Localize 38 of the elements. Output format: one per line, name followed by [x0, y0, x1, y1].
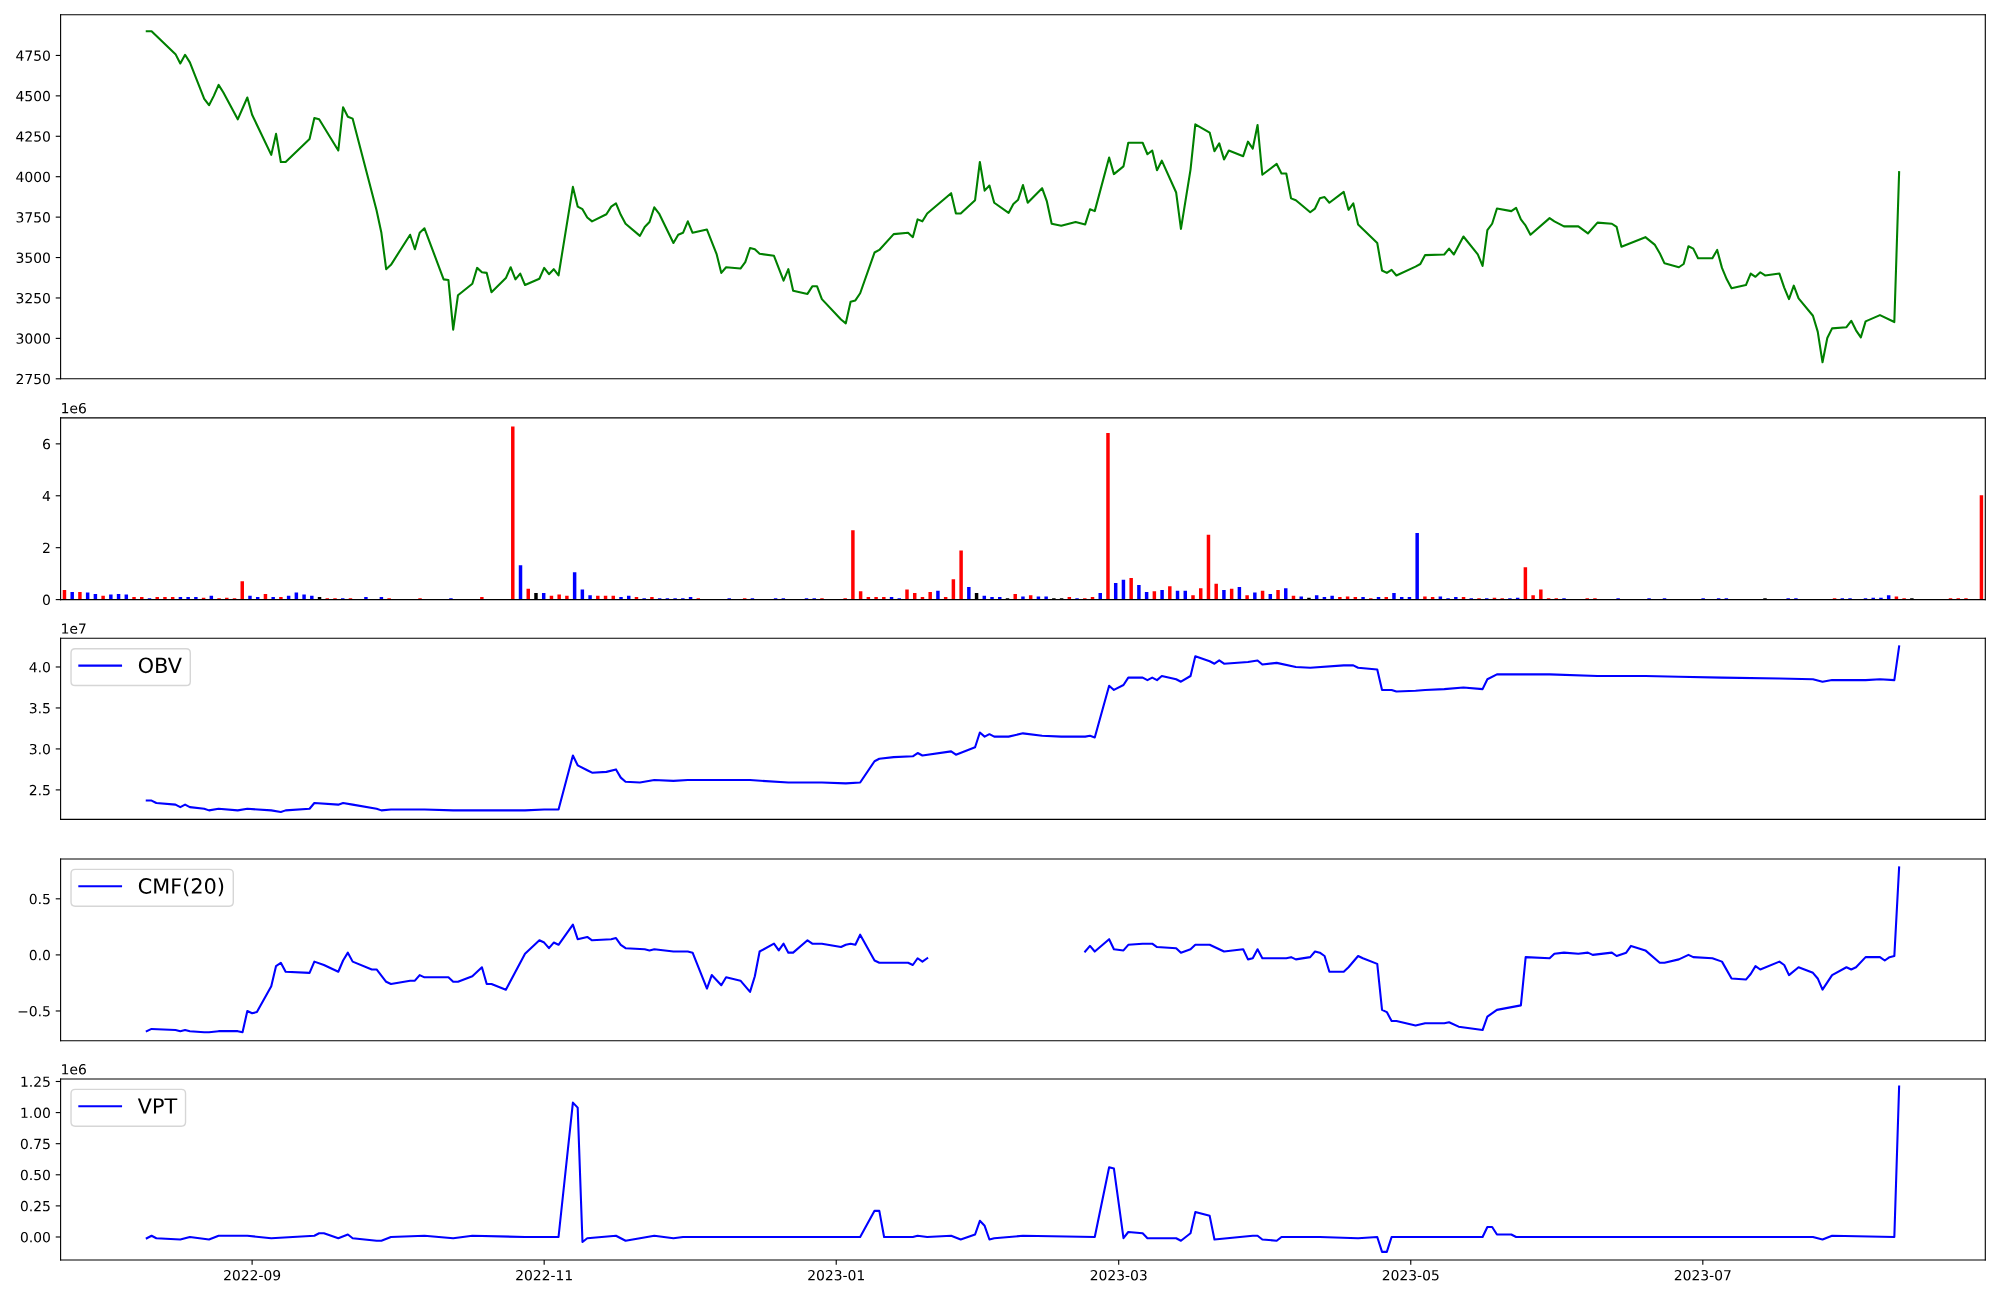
y-tick-label: 0.0 — [29, 949, 50, 961]
y-tick-label: 0.00 — [20, 1231, 50, 1243]
y-tick-label: 4500 — [16, 90, 50, 102]
y-tick-label: 2.5 — [29, 784, 50, 796]
x-tick-label: 2023-07 — [1674, 1269, 1731, 1281]
y-tick-label: 3500 — [16, 252, 50, 264]
y-tick-label: 3750 — [16, 212, 50, 223]
legend-label: OBV — [138, 657, 182, 674]
x-tick-label: 2023-01 — [808, 1269, 864, 1281]
y-tick-label: 0.5 — [29, 893, 50, 905]
x-tick-label: 2023-03 — [1090, 1269, 1147, 1281]
y-tick-label: 4250 — [16, 131, 50, 142]
y-tick-label: 3.0 — [29, 743, 50, 755]
y-tick-label: −0.5 — [18, 1005, 50, 1017]
y-tick-label: 3250 — [16, 292, 50, 304]
x-tick-label: 2022-11 — [516, 1269, 572, 1281]
text: 1e6 — [62, 402, 86, 414]
y-tick-label: 0.75 — [20, 1138, 50, 1150]
y-tick-label: 0.50 — [20, 1169, 50, 1181]
y-tick-label: 2750 — [16, 373, 50, 385]
y-tick-label: 6 — [43, 438, 50, 450]
y-tick-label: 4 — [42, 490, 51, 502]
y-tick-label: 0 — [42, 594, 50, 606]
text: 1e7 — [62, 623, 86, 634]
y-tick-label: 1.25 — [21, 1076, 50, 1087]
y-tick-label: 0.25 — [20, 1200, 50, 1212]
y-tick-label: 2 — [43, 542, 50, 553]
y-tick-label: 1.00 — [21, 1107, 50, 1119]
y-tick-label: 3.5 — [29, 702, 50, 714]
legend-label: CMF(20) — [138, 877, 224, 897]
x-tick-label: 2023-05 — [1382, 1269, 1439, 1281]
text: 1e6 — [62, 1063, 86, 1075]
y-tick-label: 4.0 — [29, 661, 50, 673]
x-tick-label: 2022-09 — [224, 1269, 281, 1281]
y-tick-label: 4750 — [16, 50, 50, 61]
y-tick-label: 4000 — [16, 171, 50, 183]
y-tick-label: 3000 — [16, 333, 50, 344]
legend-label: VPT — [137, 1098, 178, 1114]
